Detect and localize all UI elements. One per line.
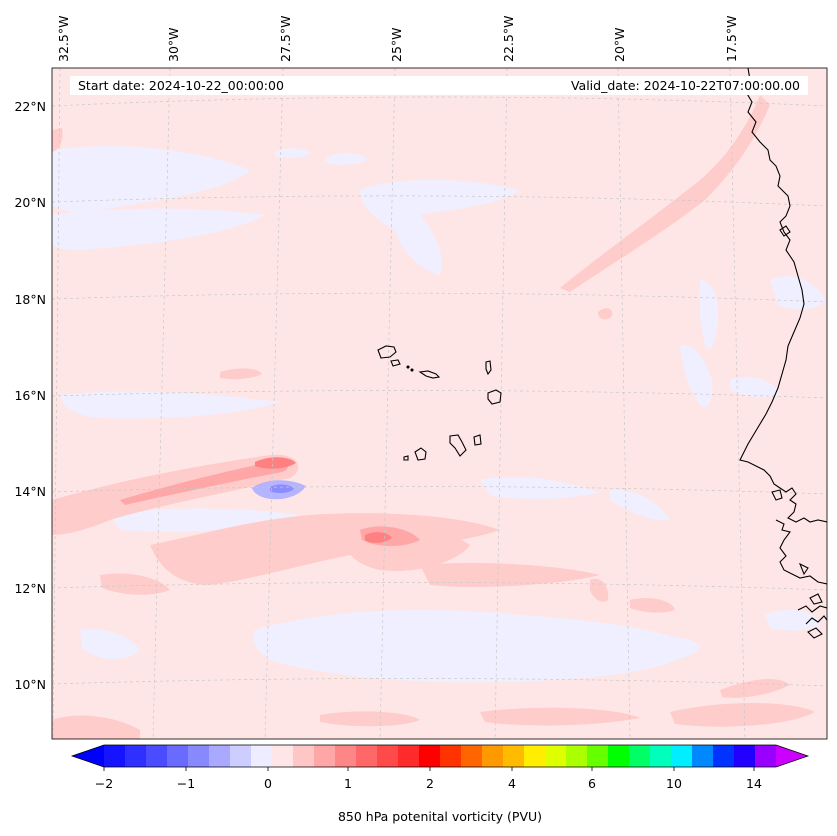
- colorbar-tick-label: −2: [95, 776, 113, 791]
- colorbar-segment: [356, 745, 378, 767]
- colorbar-segment: [524, 745, 546, 767]
- colorbar-segment: [209, 745, 231, 767]
- island-santo-antao: [377, 345, 397, 359]
- colorbar-tick-label: 1: [344, 776, 352, 791]
- colorbar-segment: [440, 745, 462, 767]
- graticule: [52, 68, 827, 739]
- peak-positive-pv-regions: [255, 457, 392, 543]
- colorbar-segment: [251, 745, 273, 767]
- island-brava: [403, 455, 409, 461]
- colorbar-segment: [755, 745, 777, 767]
- lat-label: 12°N: [14, 581, 46, 596]
- colorbar-segments: [104, 745, 777, 767]
- island-sao-nicolau: [418, 370, 441, 379]
- colorbar-segment: [482, 745, 504, 767]
- colorbar-segment: [146, 745, 168, 767]
- lon-label: 17.5°W: [724, 16, 739, 62]
- lat-label: 22°N: [14, 99, 46, 114]
- valid-date-label: Valid_date: 2024-10-22T07:00:00.00: [571, 78, 800, 93]
- colorbar-segment: [545, 745, 567, 767]
- island-fogo: [414, 447, 427, 461]
- colorbar-segment: [335, 745, 357, 767]
- lon-label: 30°W: [166, 27, 181, 62]
- colorbar-tick-label: 6: [588, 776, 596, 791]
- colorbar-segment: [671, 745, 693, 767]
- colorbar-segment: [503, 745, 525, 767]
- island-maio: [473, 434, 482, 446]
- lat-label: 20°N: [14, 195, 46, 210]
- strong-negative-pv-region: [52, 480, 306, 532]
- lat-label: 18°N: [14, 292, 46, 307]
- colorbar-segment: [272, 745, 294, 767]
- start-date-label: Start date: 2024-10-22_00:00:00: [78, 78, 284, 93]
- lat-label: 16°N: [14, 388, 46, 403]
- colorbar-segment: [692, 745, 714, 767]
- colorbar-segment: [608, 745, 630, 767]
- colorbar-segment: [188, 745, 210, 767]
- lat-label: 10°N: [14, 677, 46, 692]
- lon-label: 27.5°W: [278, 16, 293, 62]
- colorbar-segment: [629, 745, 651, 767]
- colorbar-title: 850 hPa potenital vorticity (PVU): [338, 809, 542, 824]
- colorbar-ticks: [103, 767, 755, 771]
- colorbar: −2 −1 0 1 2 4 6 10 14 850 hPa potenital …: [70, 744, 810, 824]
- colorbar-segment: [587, 745, 609, 767]
- lon-label: 32.5°W: [56, 16, 71, 62]
- colorbar-tick-label: 4: [508, 776, 516, 791]
- african-coastline: [739, 68, 827, 639]
- colorbar-tick-label: −1: [177, 776, 195, 791]
- colorbar-segment: [167, 745, 189, 767]
- colorbar-extend-max: [776, 745, 808, 767]
- colorbar-segment: [461, 745, 483, 767]
- island-santiago: [449, 434, 467, 457]
- longitude-labels: 32.5°W 30°W 27.5°W 25°W 22.5°W 20°W 17.5…: [56, 16, 739, 62]
- colorbar-segment: [398, 745, 420, 767]
- island-sao-vicente: [390, 359, 401, 367]
- lon-label: 22.5°W: [501, 16, 516, 62]
- colorbar-segment: [713, 745, 735, 767]
- colorbar-segment: [566, 745, 588, 767]
- map-frame: [51, 67, 828, 740]
- map-panel: [52, 68, 827, 739]
- colorbar-tick-label: 14: [746, 776, 762, 791]
- lat-label: 14°N: [14, 484, 46, 499]
- negative-pv-regions: [52, 146, 825, 683]
- colorbar-segment: [314, 745, 336, 767]
- colorbar-extend-min: [72, 745, 104, 767]
- lon-label: 25°W: [389, 27, 404, 62]
- colorbar-segment: [230, 745, 252, 767]
- colorbar-segment: [293, 745, 315, 767]
- colorbar-segment: [650, 745, 672, 767]
- lon-label: 20°W: [612, 27, 627, 62]
- cape-verde-islands: [377, 345, 502, 461]
- colorbar-segment: [104, 745, 126, 767]
- colorbar-segment: [734, 745, 756, 767]
- island-boa-vista: [487, 389, 502, 405]
- colorbar-segment: [377, 745, 399, 767]
- colorbar-segment: [125, 745, 147, 767]
- island-sal: [485, 360, 492, 376]
- colorbar-tick-label: 2: [426, 776, 434, 791]
- header-bar: [70, 76, 808, 95]
- colorbar-tick-label: 10: [666, 776, 682, 791]
- colorbar-tick-label: 0: [264, 776, 272, 791]
- latitude-labels: 22°N 20°N 18°N 16°N 14°N 12°N 10°N: [14, 99, 46, 692]
- colorbar-segment: [419, 745, 441, 767]
